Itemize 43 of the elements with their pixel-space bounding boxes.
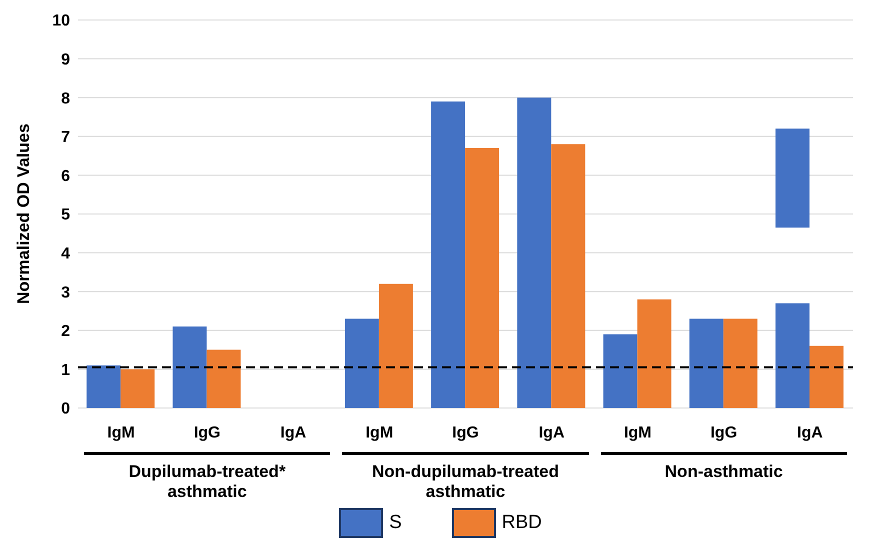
bar (637, 299, 672, 408)
bar (431, 101, 466, 408)
x-tick-label: IgG (194, 424, 221, 442)
y-tick-label: 0 (61, 400, 70, 418)
y-tick-label: 5 (61, 206, 70, 224)
bar (723, 318, 758, 408)
x-tick-label: IgG (452, 424, 479, 442)
x-tick-label: IgM (107, 424, 135, 442)
y-tick-label: 8 (61, 90, 70, 108)
y-tick-label: 9 (61, 51, 70, 68)
x-tick-label: IgA (797, 424, 824, 442)
bar (776, 128, 810, 228)
y-tick-label: 2 (61, 323, 70, 340)
y-tick-label: 3 (61, 284, 70, 302)
y-tick-label: 1 (61, 362, 70, 379)
y-tick-label: 10 (52, 12, 70, 30)
text: Non-asthmatic (664, 462, 784, 482)
bar (689, 318, 724, 408)
bar (344, 318, 379, 408)
legend-label: RBD (502, 512, 542, 534)
y-tick-label: 7 (61, 129, 70, 146)
y-tick-label: 6 (61, 168, 70, 185)
text: Dupilumab-treated* asthmatic (128, 462, 287, 502)
legend-label: S (389, 512, 402, 534)
x-tick-label: IgM (624, 424, 652, 442)
bar (378, 284, 413, 408)
bar (120, 369, 155, 408)
bar (517, 98, 552, 408)
x-tick-label: IgA (538, 424, 565, 442)
x-tick-label: IgG (710, 424, 738, 442)
bar (776, 303, 810, 408)
bar (86, 365, 121, 408)
bar (603, 334, 638, 408)
x-tick-label: IgM (366, 424, 394, 442)
bar (810, 346, 844, 408)
text: Non-dupilumab-treated asthmatic (370, 462, 560, 502)
bar (465, 148, 500, 408)
bar (206, 350, 241, 408)
x-tick-label: IgA (280, 424, 307, 442)
bar (172, 326, 207, 408)
y-tick-label: 4 (61, 245, 70, 262)
bar (551, 144, 586, 408)
y-axis-title: Normalized OD Values (14, 124, 34, 304)
